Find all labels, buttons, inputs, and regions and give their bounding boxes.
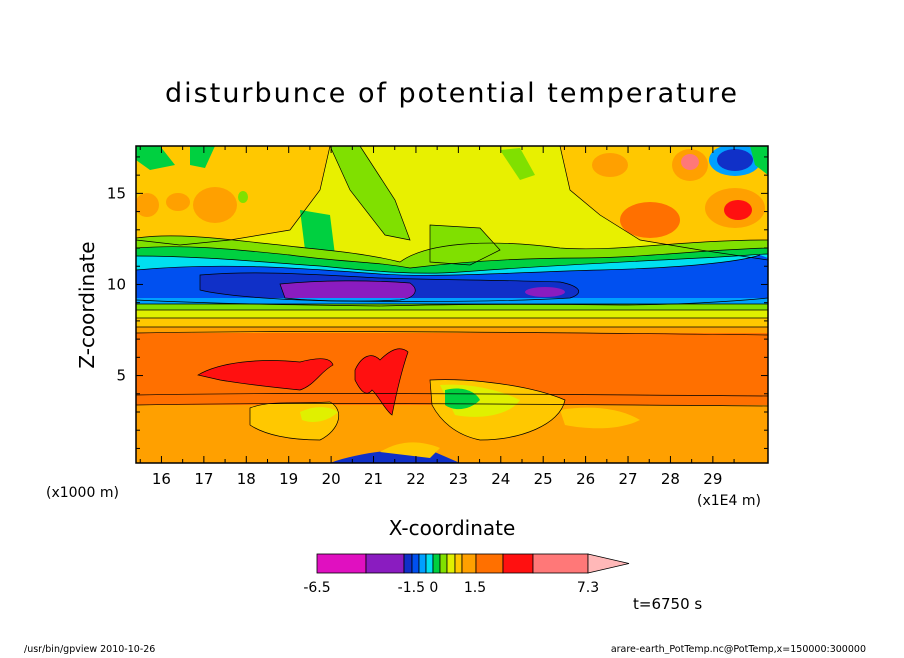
x-tick-label: 18 [237, 470, 256, 488]
colorbar-cell [502, 553, 534, 574]
y-tick-label: 10 [107, 275, 126, 293]
colorbar-cell [532, 553, 589, 574]
x-tick-label: 23 [449, 470, 468, 488]
colorbar-cell [446, 553, 456, 574]
green-streak-3 [330, 146, 410, 240]
x-unit-right: (x1E4 m) [697, 493, 761, 509]
layer-below-gold [136, 318, 768, 327]
layer-below-lime [136, 304, 768, 310]
colorbar-label-mid: -1.5 0 [398, 580, 439, 596]
warm-cell-1 [198, 358, 333, 390]
x-tick-label: 27 [618, 470, 637, 488]
colorbar-cell [439, 553, 448, 574]
x-tick-label: 29 [703, 470, 722, 488]
chart-title: disturbunce of potential temperature [165, 78, 739, 109]
patch-6 [724, 200, 752, 220]
layer-below-cyan [136, 298, 768, 304]
colorbar-cell [432, 553, 441, 574]
bottom-strip-2 [380, 442, 440, 458]
y-axis: 5 10 15 [107, 156, 768, 449]
colorbar-cell [403, 553, 413, 574]
x-unit-left: (x1000 m) [46, 485, 119, 501]
x-tick-label: 24 [491, 470, 510, 488]
colorbar-arrow [587, 553, 630, 574]
patch-8 [681, 154, 699, 170]
purple-core [280, 280, 416, 302]
x-axis-label: X-coordinate [389, 516, 516, 540]
x-tick-label: 28 [661, 470, 680, 488]
x-tick-label: 16 [152, 470, 171, 488]
plot-area [136, 146, 768, 463]
green-streak-1 [136, 146, 175, 170]
colorbar-cell [425, 553, 434, 574]
x-tick-label: 21 [364, 470, 383, 488]
purple-core-2 [525, 287, 565, 297]
colorbar-label-min: -6.5 [303, 580, 330, 596]
colorbar-label-max: 7.3 [577, 580, 599, 596]
green-streak-7 [750, 146, 768, 175]
x-tick-label: 25 [534, 470, 553, 488]
x-tick-label: 19 [279, 470, 298, 488]
layer-below-orange [136, 327, 768, 333]
patch-9 [592, 153, 628, 177]
green-streak-2 [190, 146, 215, 168]
y-tick-label: 5 [116, 367, 126, 385]
footer-left: /usr/bin/gpview 2010-10-26 [24, 644, 155, 654]
colorbar-cell [454, 553, 463, 574]
lower-gold-3 [560, 407, 640, 429]
contour-lines [136, 146, 768, 441]
x-tick-label: 26 [576, 470, 595, 488]
patch-1 [136, 193, 159, 217]
x-tick-label: 20 [322, 470, 341, 488]
x-tick-label: 22 [406, 470, 425, 488]
x-tick-label: 17 [194, 470, 213, 488]
x-axis: 16 17 18 19 20 21 22 23 24 25 26 27 28 29 [139, 146, 735, 488]
plot-frame [135, 145, 769, 464]
warm-cell-2 [355, 348, 408, 415]
colorbar-cell [411, 553, 420, 574]
colorbar-cell [461, 553, 477, 574]
green-streak-4 [300, 210, 335, 255]
footer-right: arare-earth_PotTemp.nc@PotTemp,x=150000:… [611, 644, 866, 654]
colorbar-cell [365, 553, 405, 574]
cold-cell-core [717, 149, 753, 171]
time-label: t=6750 s [633, 595, 702, 613]
colorbar-cell [316, 553, 367, 574]
colorbar-cell [475, 553, 504, 574]
colorbar-label-pos: 1.5 [464, 580, 486, 596]
y-axis-label: Z-coordinate [75, 241, 99, 368]
y-tick-label: 15 [107, 184, 126, 202]
colorbar [316, 553, 630, 574]
layer-below-yellow [136, 310, 768, 318]
green-streak-6 [500, 148, 535, 180]
colorbar-cell [418, 553, 427, 574]
green-dot [238, 191, 248, 203]
patch-4 [620, 202, 680, 238]
patch-2 [166, 193, 190, 211]
lower-yellow-1 [300, 407, 338, 423]
patch-3 [193, 187, 237, 223]
